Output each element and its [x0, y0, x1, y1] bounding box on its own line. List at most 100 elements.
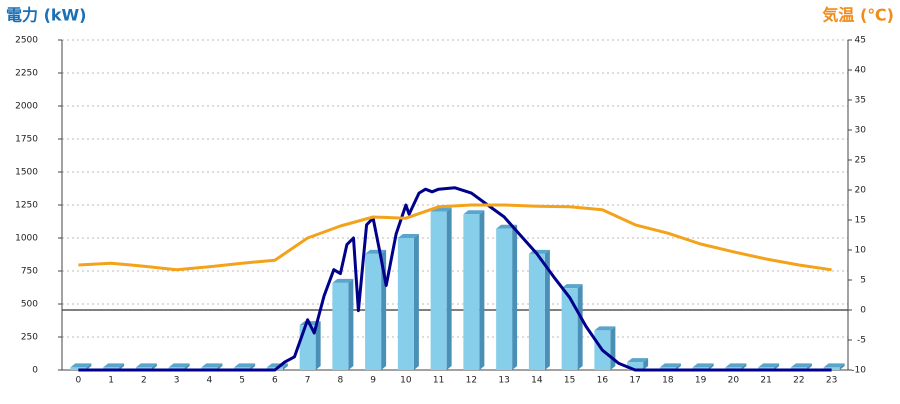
- bar-side: [839, 363, 845, 370]
- y-axis-title: 電力 (kW): [6, 6, 87, 25]
- bar-side: [86, 363, 92, 370]
- bar-top: [692, 363, 714, 368]
- bar-side: [643, 358, 649, 370]
- x-tick-label: 16: [597, 376, 609, 386]
- x-tick-label: 12: [466, 376, 477, 386]
- x-tick-label: 10: [400, 376, 412, 386]
- x-tick-label: 13: [498, 376, 509, 386]
- y-tick-label: 2000: [15, 102, 38, 112]
- bar-side: [217, 363, 223, 370]
- bar: [627, 362, 644, 370]
- bar-side: [119, 363, 125, 370]
- y-tick-label: 1750: [15, 135, 38, 145]
- bar: [463, 214, 480, 370]
- bar-top: [725, 363, 747, 368]
- bar: [823, 367, 840, 370]
- x-tick-label: 9: [370, 376, 376, 386]
- bar-side: [151, 363, 157, 370]
- line: [78, 186, 832, 372]
- x-tick-label: 7: [305, 376, 311, 386]
- y2-tick-label: 30: [855, 126, 867, 136]
- bar-side: [512, 224, 518, 370]
- y2-tick-label: 35: [855, 96, 866, 106]
- x-tick-label: 5: [239, 376, 245, 386]
- x-tick-label: 19: [695, 376, 707, 386]
- bar-top: [332, 278, 354, 283]
- bar-top: [201, 363, 223, 368]
- bar-side: [741, 363, 747, 370]
- bar-top: [790, 363, 812, 368]
- bar-side: [544, 249, 550, 370]
- bar-side: [708, 363, 714, 370]
- bar-top: [397, 234, 419, 238]
- x-tick-label: 23: [826, 376, 837, 386]
- y-tick-label: 500: [21, 300, 38, 310]
- y-tick-label: 750: [21, 267, 38, 277]
- bar: [299, 325, 316, 370]
- bar-top: [561, 284, 583, 289]
- bar-top: [627, 358, 649, 363]
- bar-top: [103, 363, 125, 368]
- bar: [70, 367, 87, 370]
- x-tick-label: 15: [564, 376, 575, 386]
- bar-side: [675, 363, 681, 370]
- bar-side: [577, 284, 583, 370]
- y2-tick-label: -10: [851, 366, 866, 376]
- y-tick-label: 1000: [15, 234, 38, 244]
- y2-tick-label: -5: [857, 336, 866, 346]
- y2-tick-label: 0: [860, 306, 866, 316]
- x-tick-label: 20: [728, 376, 740, 386]
- bar-side: [250, 363, 256, 370]
- bar-top: [758, 363, 780, 368]
- bar-side: [806, 363, 812, 370]
- bar: [496, 228, 513, 370]
- bar: [397, 238, 414, 370]
- x-tick-label: 18: [662, 376, 674, 386]
- bar-side: [413, 234, 419, 370]
- y-tick-label: 0: [32, 366, 38, 376]
- bar-top: [463, 210, 485, 215]
- y-tick-label: 1500: [15, 168, 38, 178]
- y-tick-label: 1250: [15, 201, 38, 211]
- y2-tick-label: 15: [855, 216, 866, 226]
- bar: [332, 282, 349, 370]
- y2-tick-label: 45: [855, 36, 866, 46]
- x-tick-label: 21: [760, 376, 771, 386]
- x-tick-label: 4: [207, 376, 213, 386]
- y2-tick-label: 10: [855, 246, 867, 256]
- bar-top: [594, 326, 616, 331]
- y-tick-label: 2500: [15, 36, 38, 46]
- bar-top: [234, 363, 256, 368]
- bar-top: [135, 363, 157, 368]
- bar-top: [823, 363, 845, 368]
- bar: [528, 253, 545, 370]
- bar: [430, 211, 447, 370]
- bar: [365, 253, 382, 370]
- bar-side: [610, 326, 616, 370]
- bar-side: [446, 207, 452, 370]
- y2-tick-label: 25: [855, 156, 866, 166]
- x-tick-label: 17: [629, 376, 640, 386]
- x-tick-label: 2: [141, 376, 147, 386]
- y2-tick-label: 40: [855, 66, 867, 76]
- x-tick-label: 0: [76, 376, 82, 386]
- y2-axis-title: 気温 (℃): [822, 6, 894, 25]
- y2-tick-label: 5: [860, 276, 866, 286]
- bar: [561, 288, 578, 370]
- bar-top: [168, 363, 190, 368]
- y2-tick-label: 20: [855, 186, 867, 196]
- y-tick-label: 250: [21, 333, 38, 343]
- bar-side: [184, 363, 190, 370]
- bar-side: [774, 363, 780, 370]
- x-tick-label: 6: [272, 376, 278, 386]
- x-tick-label: 14: [531, 376, 543, 386]
- bar-top: [659, 363, 681, 368]
- line: [78, 203, 832, 272]
- bar-side: [348, 278, 354, 370]
- x-tick-label: 1: [108, 376, 114, 386]
- x-tick-label: 22: [793, 376, 804, 386]
- bar-side: [479, 210, 485, 370]
- x-tick-label: 11: [433, 376, 444, 386]
- y-tick-label: 2250: [15, 69, 38, 79]
